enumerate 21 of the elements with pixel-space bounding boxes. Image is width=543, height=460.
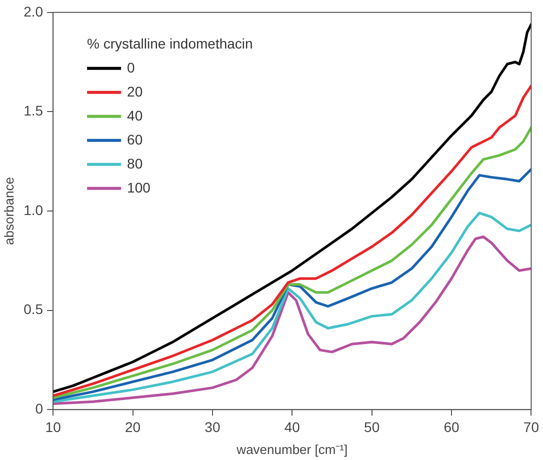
y-axis-title: absorbance — [1, 177, 16, 245]
x-tick-label: 30 — [204, 418, 220, 435]
y-tick-label: 1.5 — [24, 102, 44, 119]
x-tick-label: 50 — [364, 418, 380, 435]
x-tick-label: 20 — [124, 418, 141, 435]
y-tick-label: 2.0 — [24, 3, 44, 20]
legend-label: 60 — [127, 131, 143, 148]
x-tick-label: 70 — [523, 418, 540, 435]
y-tick-label: 0 — [35, 400, 44, 416]
x-tick-label: 40 — [284, 418, 300, 435]
y-tick-label: 1.0 — [24, 202, 44, 218]
legend-label: 20 — [127, 83, 143, 100]
legend-label: 100 — [127, 179, 151, 196]
x-axis-title: wavenumber [cm⁻¹] — [236, 442, 348, 457]
x-tick-label: 60 — [444, 418, 460, 435]
legend-label: 80 — [127, 155, 143, 172]
y-tick-label: 0.5 — [24, 301, 44, 318]
legend-label: 0 — [127, 59, 136, 76]
legend-title: % crystalline indomethacin — [87, 35, 253, 52]
x-tick-label: 10 — [45, 418, 62, 435]
legend-label: 40 — [127, 107, 143, 124]
